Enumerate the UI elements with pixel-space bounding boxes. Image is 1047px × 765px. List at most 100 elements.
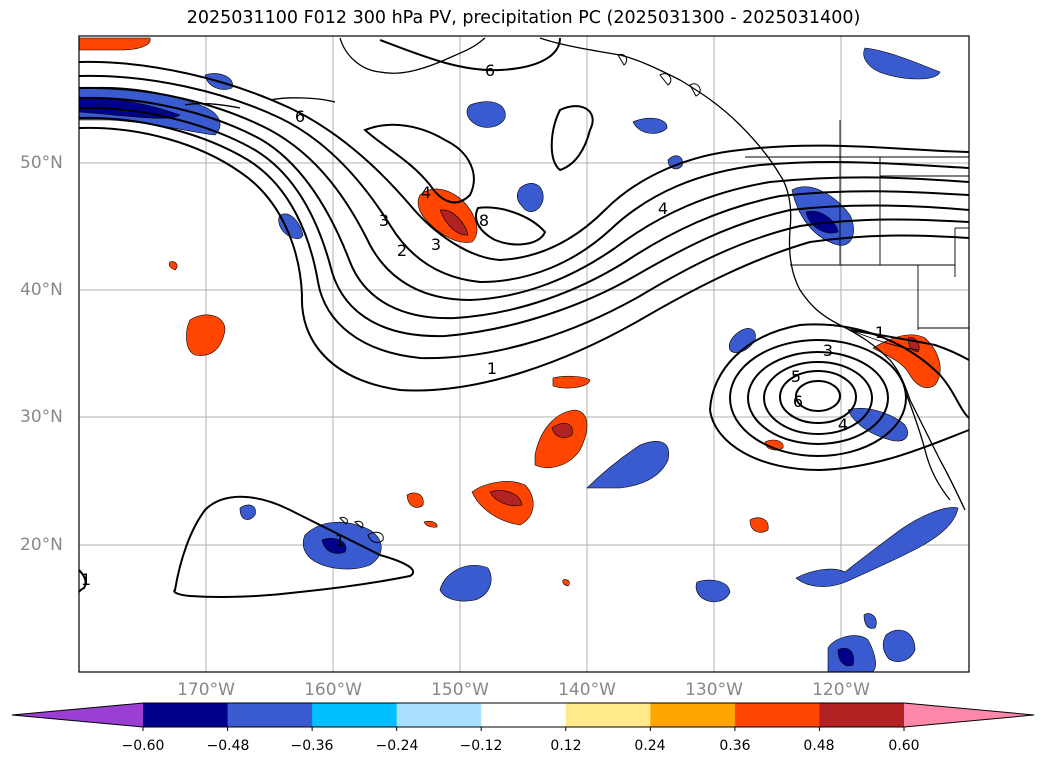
- contour-label: 4: [658, 199, 668, 218]
- precip-blob: [321, 538, 347, 554]
- colorbar-bin: [481, 703, 567, 727]
- political-borders: [745, 120, 969, 351]
- contour-label: 6: [793, 392, 803, 411]
- pv-contour: [763, 361, 873, 435]
- colorbar-tick-label: 0.60: [888, 738, 920, 754]
- precip-blob: [552, 375, 591, 389]
- pv-contour: [379, 37, 561, 72]
- pv-contour: [78, 126, 970, 392]
- pv-contour: [78, 74, 970, 284]
- precip-blob: [278, 213, 304, 239]
- pv-contour: [363, 123, 475, 204]
- precip-blob: [78, 37, 151, 51]
- precip-blob: [632, 117, 668, 134]
- precip-blob: [551, 422, 573, 438]
- lon-label: 130°W: [685, 680, 743, 700]
- contour-label: 4: [838, 415, 848, 434]
- pv-contour: [849, 329, 970, 361]
- precip-blob: [423, 520, 438, 528]
- pv-contour: [779, 370, 857, 424]
- colorbar-bin: [565, 703, 651, 727]
- contour-label: 3: [823, 341, 833, 360]
- contour-label: 1: [875, 323, 885, 342]
- colorbar-tick-label: −0.60: [121, 738, 165, 754]
- precip-blob: [586, 441, 669, 489]
- colorbar-tick-label: 0.36: [719, 738, 751, 754]
- precip-blob: [847, 408, 909, 442]
- colorbar-bin: [734, 703, 820, 727]
- precip-blob: [406, 492, 424, 508]
- precip-blob: [749, 517, 769, 533]
- colorbar-bin: [143, 703, 229, 727]
- precip-blob: [882, 629, 916, 663]
- contour-label: 6: [295, 107, 305, 126]
- contour-label: 4: [421, 183, 431, 202]
- contour-label: 1: [81, 570, 91, 589]
- lat-label: 30°N: [20, 407, 63, 427]
- pv-contour: [747, 351, 889, 445]
- islands: [339, 53, 701, 543]
- precip-blob: [534, 409, 588, 469]
- precip-blob: [186, 314, 226, 356]
- colorbar-extend-min: [12, 703, 143, 727]
- pv-contour: [78, 116, 970, 360]
- pv-contour: [78, 106, 970, 338]
- contour-label: 8: [479, 211, 489, 230]
- precip-blob: [872, 334, 941, 389]
- lon-label: 160°W: [304, 680, 362, 700]
- contour-label: 6: [485, 61, 495, 80]
- precip-blob: [439, 564, 492, 602]
- pv-contour: [550, 105, 594, 172]
- precip-blob: [695, 579, 731, 603]
- precip-blob: [667, 155, 683, 170]
- precip-blob: [168, 261, 178, 271]
- colorbar-bin: [227, 703, 313, 727]
- contour-label: 2: [397, 241, 407, 260]
- lon-label: 170°W: [177, 680, 235, 700]
- contour-label: 5: [791, 367, 801, 386]
- colorbar-tick-label: 0.48: [803, 738, 835, 754]
- lon-label: 140°W: [558, 680, 616, 700]
- precip-blob: [863, 613, 877, 629]
- precip-blob: [795, 507, 959, 587]
- pv-contour: [78, 86, 970, 302]
- lon-label: 120°W: [812, 680, 870, 700]
- lat-label: 50°N: [20, 153, 63, 173]
- contour-labels: 6 6 4 3 2 3 8 4 1 1 3 5 6 4 1 1: [81, 61, 885, 589]
- colorbar-bin: [396, 703, 482, 727]
- colorbar-tick-label: 0.24: [634, 738, 666, 754]
- pv-contour: [78, 60, 970, 262]
- pv-contours: [78, 37, 970, 598]
- precip-blob: [466, 101, 506, 128]
- pv-contour: [795, 380, 841, 412]
- lat-label: 20°N: [20, 535, 63, 555]
- pv-contour: [475, 206, 547, 246]
- pv-contour: [709, 323, 970, 419]
- precip-blob: [728, 328, 756, 353]
- contour-label: 1: [335, 531, 345, 550]
- pv-contour: [173, 495, 415, 598]
- colorbar-tick-label: 0.12: [550, 738, 582, 754]
- colorbar: [11, 702, 1035, 731]
- lon-label: 150°W: [431, 680, 489, 700]
- precip-negative-areas: [78, 47, 959, 673]
- contour-label: 3: [431, 235, 441, 254]
- contour-label: 1: [487, 359, 497, 378]
- pv-contour: [78, 96, 970, 320]
- precip-blob: [863, 47, 941, 80]
- contour-label: 3: [379, 211, 389, 230]
- colorbar-bin: [819, 703, 905, 727]
- precip-blob: [489, 490, 523, 507]
- pv-contour: [709, 409, 970, 472]
- colorbar-tick-label: −0.48: [206, 738, 250, 754]
- colorbar-bin: [650, 703, 736, 727]
- lat-label: 40°N: [20, 280, 63, 300]
- colorbar-tick-label: −0.12: [459, 738, 503, 754]
- colorbar-bin: [312, 703, 398, 727]
- precip-blob: [516, 183, 544, 212]
- colorbar-extend-max: [904, 703, 1034, 727]
- precip-blob: [837, 647, 854, 667]
- colorbar-tick-label: −0.36: [290, 738, 334, 754]
- map-frame: [78, 35, 970, 673]
